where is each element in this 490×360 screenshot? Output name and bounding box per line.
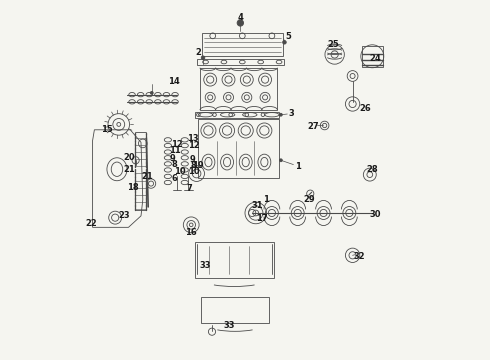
Text: 32: 32 [354,252,366,261]
Text: 8: 8 [172,161,177,170]
Text: 19: 19 [192,161,203,170]
Text: 24: 24 [369,54,381,63]
Text: 15: 15 [101,125,113,134]
Text: 5: 5 [285,32,291,41]
Text: 17: 17 [256,214,268,223]
Text: 33: 33 [223,321,235,330]
Text: 21: 21 [123,166,135,175]
Text: 25: 25 [327,40,339,49]
Text: 4: 4 [237,13,243,22]
Text: 3: 3 [288,109,294,118]
Text: 9: 9 [190,155,196,164]
Text: 29: 29 [304,195,316,204]
Text: 2: 2 [196,48,201,57]
Text: 16: 16 [185,228,196,237]
Text: 18: 18 [127,183,139,192]
Ellipse shape [279,159,282,162]
Text: 21: 21 [142,172,153,181]
Bar [196,59,285,65]
Text: 6: 6 [172,174,177,183]
Bar [362,46,383,67]
Text: 23: 23 [118,211,129,220]
Text: 8: 8 [190,161,196,170]
Text: 22: 22 [86,219,98,228]
Bar [195,242,274,278]
Text: 1: 1 [295,162,301,171]
Text: 7: 7 [187,184,192,193]
Text: 12: 12 [171,140,183,149]
Ellipse shape [201,56,205,59]
Text: 14: 14 [168,77,180,86]
Bar [200,68,277,110]
Text: 20: 20 [123,153,135,162]
Text: 30: 30 [369,210,381,219]
Bar [202,33,283,56]
Bar [198,119,279,178]
Text: 33: 33 [199,261,211,270]
Text: 1: 1 [263,195,269,204]
Text: 13: 13 [187,134,199,143]
Text: 28: 28 [367,165,378,174]
Ellipse shape [283,41,286,44]
Text: 12: 12 [188,141,200,150]
Ellipse shape [150,91,153,94]
Text: 10: 10 [174,167,186,176]
Text: 26: 26 [359,104,371,113]
Bar [201,297,269,323]
Text: 9: 9 [170,154,175,163]
Bar [195,112,279,118]
Text: 10: 10 [188,167,200,176]
Text: 11: 11 [169,146,181,155]
Ellipse shape [279,113,282,116]
Text: 27: 27 [307,122,319,131]
Ellipse shape [237,20,244,26]
Text: 31: 31 [252,201,263,210]
